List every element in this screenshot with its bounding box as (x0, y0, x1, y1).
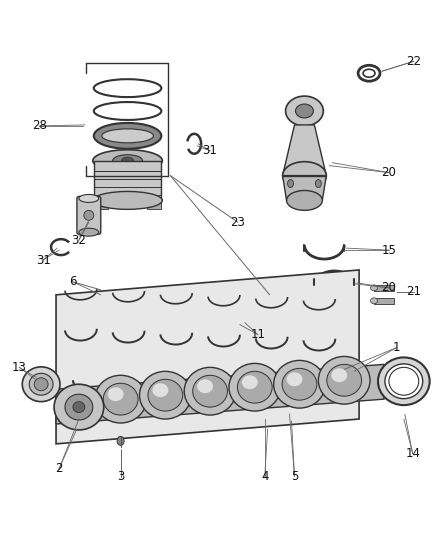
Ellipse shape (286, 190, 322, 211)
Ellipse shape (93, 150, 162, 172)
Ellipse shape (152, 383, 168, 397)
Text: 1: 1 (393, 341, 401, 354)
Ellipse shape (93, 191, 162, 209)
Ellipse shape (29, 373, 53, 395)
Text: 3: 3 (117, 470, 124, 483)
Ellipse shape (193, 375, 227, 407)
Text: 6: 6 (69, 276, 77, 288)
Ellipse shape (323, 288, 329, 297)
Ellipse shape (34, 378, 48, 391)
Ellipse shape (296, 104, 314, 118)
Polygon shape (283, 125, 326, 175)
Ellipse shape (283, 161, 326, 190)
Text: 23: 23 (230, 216, 245, 229)
Ellipse shape (140, 372, 191, 419)
Text: 31: 31 (35, 254, 50, 266)
Ellipse shape (95, 375, 146, 423)
Polygon shape (283, 175, 326, 200)
Text: 5: 5 (291, 470, 298, 483)
Text: 4: 4 (261, 470, 268, 483)
Ellipse shape (339, 288, 345, 297)
Ellipse shape (318, 357, 370, 404)
Ellipse shape (315, 180, 321, 188)
Bar (374, 285, 394, 291)
Ellipse shape (184, 367, 236, 415)
Ellipse shape (108, 387, 124, 401)
Ellipse shape (371, 298, 378, 304)
Text: 31: 31 (203, 144, 218, 157)
Ellipse shape (122, 157, 134, 164)
Ellipse shape (84, 211, 94, 220)
Ellipse shape (242, 375, 258, 389)
Text: 2: 2 (55, 462, 63, 475)
Text: 22: 22 (406, 55, 421, 68)
Text: 11: 11 (250, 328, 265, 341)
Ellipse shape (102, 129, 153, 143)
Ellipse shape (148, 379, 183, 411)
Text: 28: 28 (32, 119, 46, 132)
Ellipse shape (237, 372, 272, 403)
Ellipse shape (331, 368, 347, 382)
FancyBboxPatch shape (77, 197, 101, 234)
Bar (374, 298, 394, 304)
Bar (148, 196, 161, 209)
Bar (94, 196, 108, 209)
Ellipse shape (54, 384, 104, 430)
Ellipse shape (94, 123, 161, 149)
Bar (94, 160, 161, 200)
Ellipse shape (385, 364, 423, 399)
Ellipse shape (288, 180, 293, 188)
Ellipse shape (282, 368, 317, 400)
Ellipse shape (197, 379, 213, 393)
Text: 32: 32 (71, 233, 86, 247)
Ellipse shape (79, 228, 99, 236)
Ellipse shape (274, 360, 325, 408)
Text: 13: 13 (12, 361, 27, 374)
Polygon shape (56, 365, 384, 424)
Ellipse shape (113, 155, 142, 167)
Text: 20: 20 (381, 166, 396, 179)
Ellipse shape (371, 285, 378, 291)
Ellipse shape (117, 437, 124, 446)
Text: 20: 20 (381, 281, 396, 294)
Text: 15: 15 (381, 244, 396, 256)
Ellipse shape (327, 365, 362, 396)
Ellipse shape (79, 195, 99, 203)
Ellipse shape (229, 364, 281, 411)
Ellipse shape (286, 96, 323, 126)
Ellipse shape (65, 394, 93, 420)
Ellipse shape (378, 358, 430, 405)
Ellipse shape (73, 402, 85, 413)
Text: 14: 14 (405, 447, 420, 461)
Polygon shape (56, 270, 359, 444)
Ellipse shape (286, 373, 303, 386)
Ellipse shape (103, 383, 138, 415)
Ellipse shape (22, 367, 60, 402)
Text: 21: 21 (406, 285, 421, 298)
